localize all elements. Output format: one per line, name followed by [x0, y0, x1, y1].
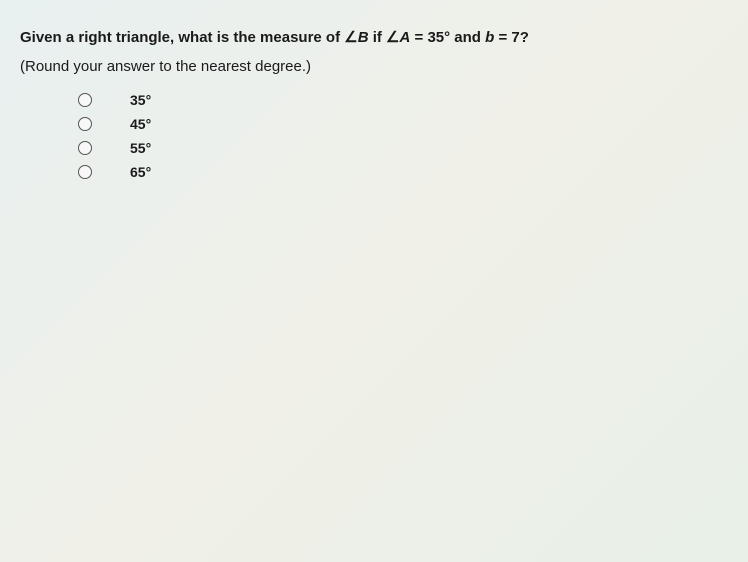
radio-icon[interactable] [78, 141, 92, 155]
question-var-B: B [358, 29, 369, 46]
option-row[interactable]: 35° [78, 89, 728, 111]
question-line-2: (Round your answer to the nearest degree… [20, 58, 728, 75]
options-container: 35° 45° 55° 65° [78, 89, 728, 183]
option-row[interactable]: 45° [78, 113, 728, 135]
question-text-suffix: = 7? [494, 29, 529, 46]
option-label: 65° [130, 164, 151, 180]
option-label: 35° [130, 92, 151, 108]
question-var-b: b [485, 29, 494, 46]
option-row[interactable]: 65° [78, 161, 728, 183]
question-line-1: Given a right triangle, what is the meas… [20, 28, 728, 46]
option-label: 45° [130, 116, 151, 132]
radio-icon[interactable] [78, 117, 92, 131]
option-row[interactable]: 55° [78, 137, 728, 159]
option-label: 55° [130, 140, 151, 156]
question-text-prefix: Given a right triangle, what is the meas… [20, 29, 358, 46]
question-var-A: A [400, 29, 411, 46]
radio-icon[interactable] [78, 93, 92, 107]
question-text-mid2: = 35° and [410, 29, 485, 46]
radio-icon[interactable] [78, 165, 92, 179]
question-text-mid1: if ∠ [369, 29, 400, 46]
